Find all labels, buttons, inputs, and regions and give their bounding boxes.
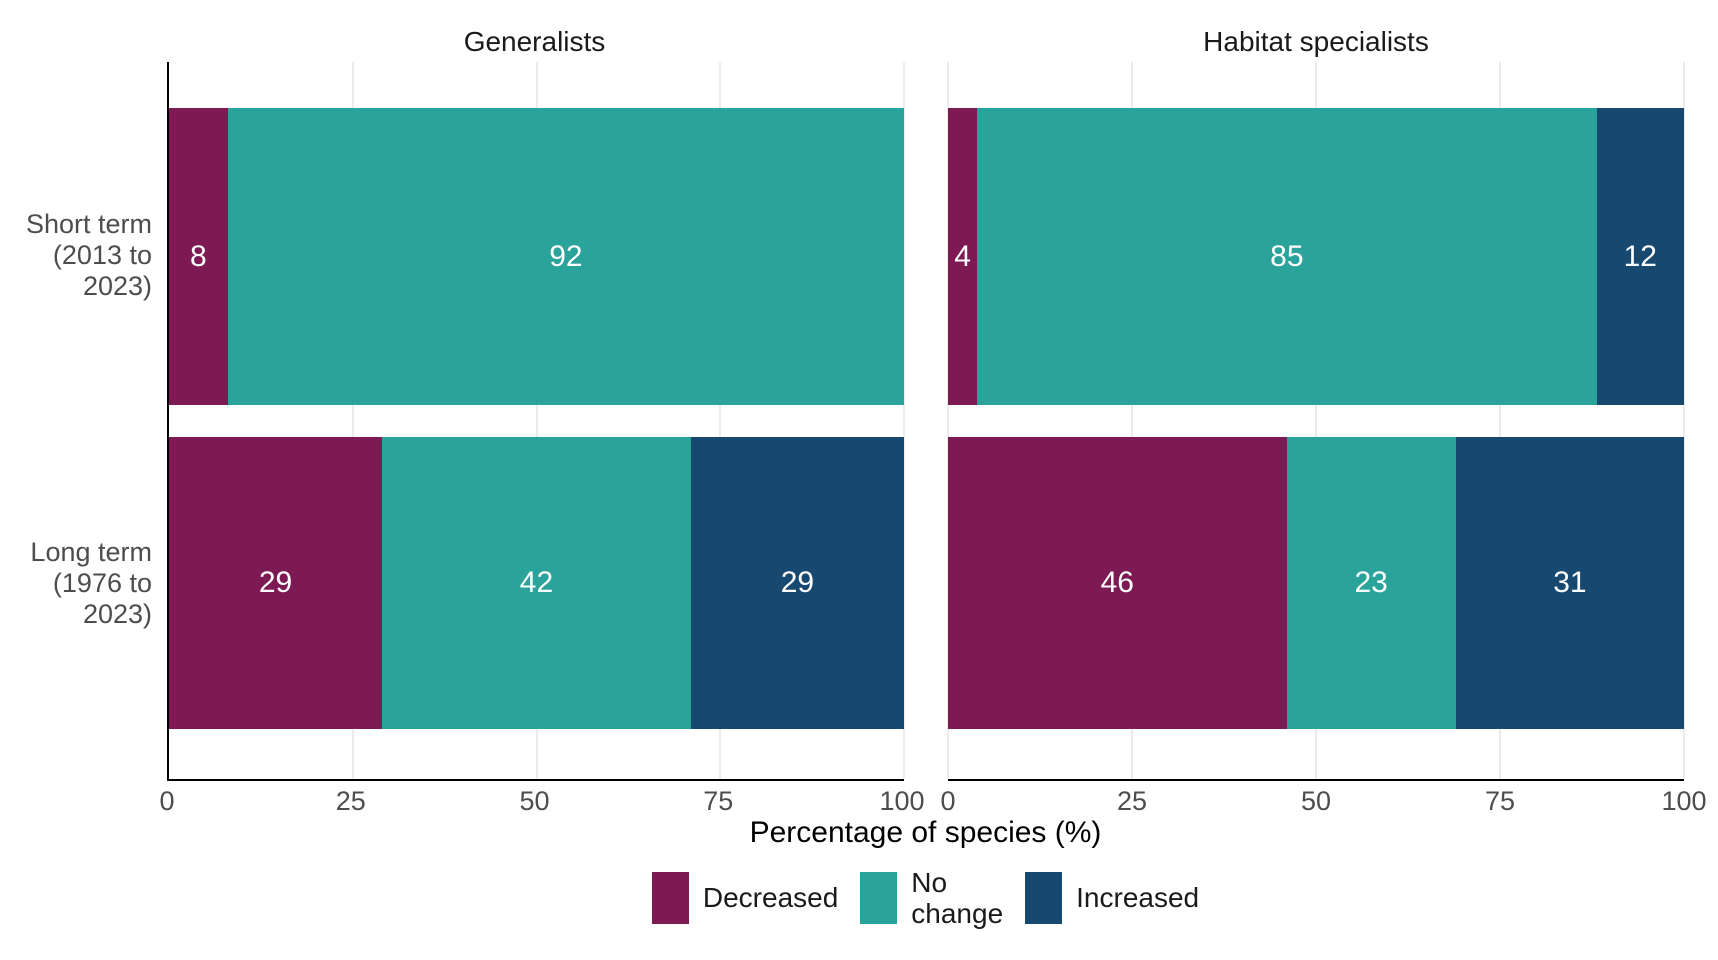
bar-value-label: 85 (1270, 239, 1304, 273)
bar-value-label: 4 (954, 239, 971, 273)
x-axis-ticks-habitat-specialists: 0 25 50 75 100 (940, 786, 1706, 818)
gridline (535, 62, 538, 779)
y-axis-label-line: Short term (25, 209, 152, 239)
facet-title-generalists: Generalists (463, 26, 606, 57)
gridline (947, 62, 949, 779)
segment-decreased: 8 (169, 108, 228, 405)
x-tick-label: 75 (703, 786, 734, 816)
segment-no-change: 85 (977, 108, 1597, 405)
x-tick-label: 50 (1300, 786, 1332, 816)
segment-increased: 31 (1455, 437, 1684, 729)
gridline (1315, 62, 1317, 779)
bar-long-term-1976-to-2023-: 46 23 31 (948, 437, 1684, 729)
segment-decreased: 46 (948, 437, 1287, 729)
segment-no-change: 42 (382, 437, 691, 729)
x-tick-label: 25 (335, 786, 366, 816)
bar-value-label: 46 (1100, 566, 1134, 599)
gridline (1131, 62, 1133, 779)
bar-value-label: 8 (190, 239, 207, 273)
x-tick-label: 100 (1661, 786, 1707, 816)
bar-value-label: 42 (519, 566, 554, 599)
bar-long-term-1976-to-2023-: 29 42 29 (169, 437, 904, 729)
bar-short-term-2013-to-2023-: 8 92 (169, 108, 904, 405)
legend-swatch-increased (1025, 872, 1063, 924)
bar-value-label: 23 (1354, 566, 1388, 599)
legend-item-no-change: No change (860, 867, 1003, 930)
y-axis-label-short-term: Short term (2013 to 2023) (0, 209, 152, 302)
bar-value-label: 29 (258, 566, 293, 599)
legend-item-decreased: Decreased (651, 872, 839, 924)
legend: Decreased No change Increased (167, 867, 1684, 930)
y-axis-label-line: (1976 to (52, 568, 152, 598)
x-axis-title: Percentage of species (%) (749, 816, 1102, 849)
legend-swatch-decreased (651, 872, 689, 924)
segment-increased: 29 (690, 437, 904, 729)
segment-increased: 12 (1596, 108, 1684, 405)
bar-short-term-2013-to-2023-: 4 85 12 (948, 108, 1684, 405)
segment-decreased: 29 (169, 437, 383, 729)
gridline (351, 62, 354, 779)
gridline (719, 62, 722, 779)
segment-decreased: 4 (948, 108, 978, 405)
legend-label-decreased: Decreased (702, 882, 839, 914)
segment-no-change: 23 (1286, 437, 1456, 729)
legend-swatch-no-change (860, 872, 898, 924)
x-tick-label: 0 (940, 786, 956, 816)
segment-no-change: 92 (227, 108, 904, 405)
y-axis-label-long-term: Long term (1976 to 2023) (0, 537, 152, 630)
x-tick-label: 75 (1484, 786, 1516, 816)
bar-value-label: 29 (780, 566, 815, 599)
bar-value-label: 31 (1553, 566, 1587, 599)
gridline (903, 62, 905, 779)
legend-label-no-change: No change (911, 866, 1004, 929)
x-axis-ticks-generalists: 0 25 50 75 100 (159, 786, 924, 818)
y-axis-label-line: (2013 to (52, 240, 152, 270)
legend-label-increased: Increased (1076, 882, 1200, 914)
gridline (1499, 62, 1501, 779)
y-axis-label-line: 2023) (82, 271, 152, 301)
gridline (1683, 62, 1685, 779)
x-tick-label: 25 (1116, 786, 1148, 816)
x-tick-label: 100 (879, 786, 925, 816)
bar-value-label: 12 (1623, 239, 1657, 273)
legend-item-increased: Increased (1025, 872, 1199, 924)
y-axis-label-line: 2023) (82, 599, 152, 629)
x-tick-label: 0 (159, 786, 175, 816)
x-tick-label: 50 (519, 786, 550, 816)
y-axis-label-line: Long term (30, 537, 152, 567)
plot-panel-generalists: 8 92 29 42 29 (167, 62, 905, 781)
facet-title-habitat-specialists: Habitat specialists (1203, 26, 1429, 57)
plot-panel-habitat-specialists: 4 85 12 46 23 31 (947, 62, 1685, 781)
bar-value-label: 92 (549, 239, 583, 273)
